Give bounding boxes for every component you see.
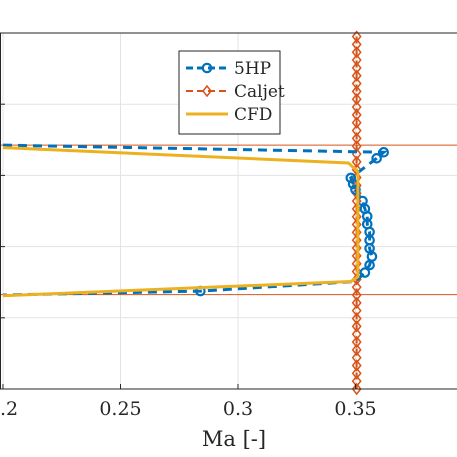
caljet-marker	[351, 288, 362, 302]
caljet-marker	[351, 320, 362, 333]
caljet-marker	[351, 69, 362, 82]
caljet-marker	[351, 359, 362, 372]
series-layer	[2, 30, 389, 396]
legend-label: Caljet	[234, 82, 285, 102]
caljet-marker	[351, 116, 362, 129]
x-tick-label: .2	[0, 398, 18, 420]
caljet-marker	[351, 46, 362, 59]
fivehp-marker	[350, 184, 361, 195]
caljet-marker	[351, 312, 362, 325]
fivehp-marker	[371, 153, 382, 164]
fivehp-marker	[359, 267, 371, 278]
x-tick-label: 0.25	[99, 398, 141, 420]
fivehp-marker	[345, 172, 357, 184]
legend-box	[178, 50, 281, 135]
caljet-marker	[351, 335, 362, 349]
caljet-marker	[351, 304, 362, 317]
caljet-marker	[351, 77, 362, 90]
cfd-line	[2, 146, 360, 298]
caljet-marker	[351, 155, 362, 169]
fivehp-line	[2, 143, 388, 297]
caljet-marker	[351, 296, 362, 310]
caljet-marker	[351, 327, 362, 341]
caljet-marker	[351, 53, 362, 67]
caljet-marker	[351, 85, 362, 98]
legend: 5HP Caljet CFD	[178, 50, 285, 135]
caljet-marker	[351, 61, 362, 75]
fivehp-marker	[378, 146, 389, 158]
caljet-marker	[351, 108, 362, 122]
caljet-marker	[351, 124, 362, 137]
x-tick-label: 0.3	[223, 398, 253, 420]
caljet-marker	[351, 351, 362, 364]
caljet-marker	[351, 93, 362, 106]
caljet-marker	[351, 38, 362, 51]
caljet-marker	[351, 374, 362, 388]
legend-label: 5HP	[234, 59, 271, 79]
x-tick-label: 0.35	[334, 398, 376, 420]
legend-marker	[201, 62, 213, 74]
caljet-marker	[351, 367, 362, 380]
caljet-marker	[351, 382, 362, 396]
legend-label: CFD	[234, 105, 272, 125]
caljet-marker	[351, 280, 362, 294]
fivehp-marker	[364, 259, 375, 271]
caljet-marker	[351, 100, 362, 114]
caljet-marker	[351, 30, 362, 43]
x-tick-labels: .2 0.25 0.3 0.35	[0, 398, 377, 420]
legend-marker	[202, 84, 212, 98]
axes	[0, 32, 457, 390]
caljet-marker	[351, 343, 362, 357]
x-axis-label: Ma [-]	[202, 427, 266, 451]
caljet-marker	[351, 132, 362, 145]
